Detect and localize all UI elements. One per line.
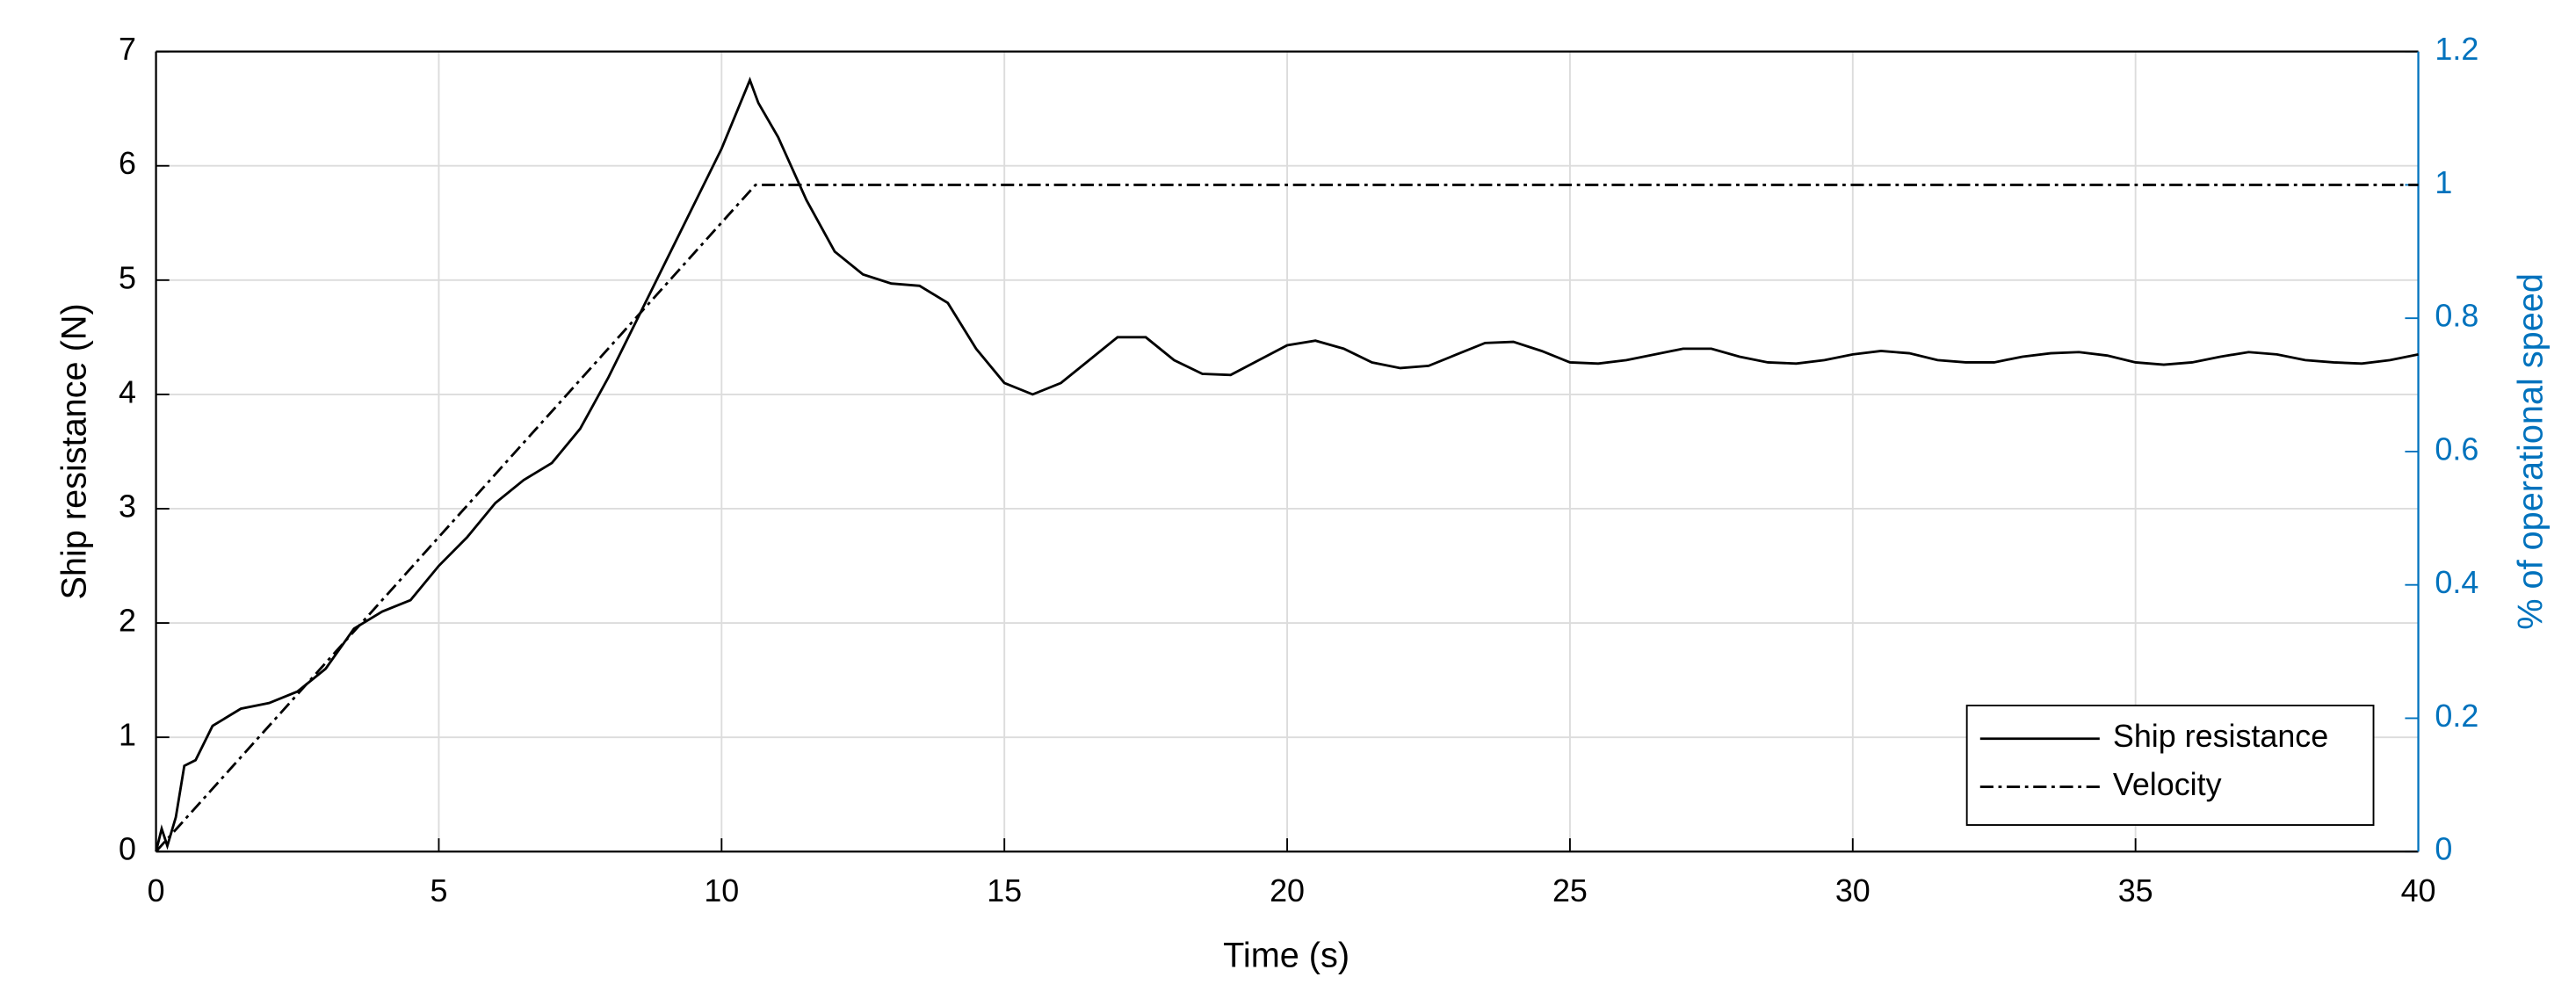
y2-tick-label: 0.2 bbox=[2435, 698, 2478, 734]
x-tick-label: 15 bbox=[987, 873, 1022, 908]
y2-tick-label: 1.2 bbox=[2435, 32, 2478, 67]
legend-label: Velocity bbox=[2113, 767, 2222, 802]
series-line bbox=[155, 76, 2419, 852]
x-axis-label: Time (s) bbox=[1223, 937, 1350, 975]
x-tick-label: 5 bbox=[430, 873, 447, 908]
y2-tick-label: 1 bbox=[2435, 165, 2452, 200]
y-tick-label: 2 bbox=[119, 604, 136, 639]
y-tick-label: 0 bbox=[119, 832, 136, 867]
y-tick-label: 4 bbox=[119, 374, 136, 409]
x-tick-label: 30 bbox=[1835, 873, 1870, 908]
y2-tick-label: 0.4 bbox=[2435, 565, 2478, 600]
y2-tick-label: 0 bbox=[2435, 832, 2452, 867]
x-tick-label: 25 bbox=[1552, 873, 1588, 908]
x-tick-label: 40 bbox=[2401, 873, 2436, 908]
legend-label: Ship resistance bbox=[2113, 719, 2328, 754]
y-tick-label: 1 bbox=[119, 718, 136, 753]
axis-frame bbox=[155, 50, 2419, 853]
y2-tick-label: 0.6 bbox=[2435, 431, 2478, 467]
y-tick-label: 6 bbox=[119, 146, 136, 181]
x-tick-label: 10 bbox=[704, 873, 739, 908]
y-tick-label: 7 bbox=[119, 32, 136, 67]
series-line bbox=[155, 183, 2419, 853]
x-tick-label: 35 bbox=[2118, 873, 2153, 908]
y2-axis-label: % of operational speed bbox=[2511, 273, 2550, 630]
x-tick-label: 0 bbox=[148, 873, 165, 908]
x-tick-label: 20 bbox=[1270, 873, 1305, 908]
legend-box bbox=[1965, 705, 2375, 826]
y-tick-label: 5 bbox=[119, 260, 136, 295]
y-tick-label: 3 bbox=[119, 489, 136, 524]
y2-tick-label: 0.8 bbox=[2435, 299, 2478, 334]
y-axis-label: Ship resistance (N) bbox=[54, 303, 93, 599]
